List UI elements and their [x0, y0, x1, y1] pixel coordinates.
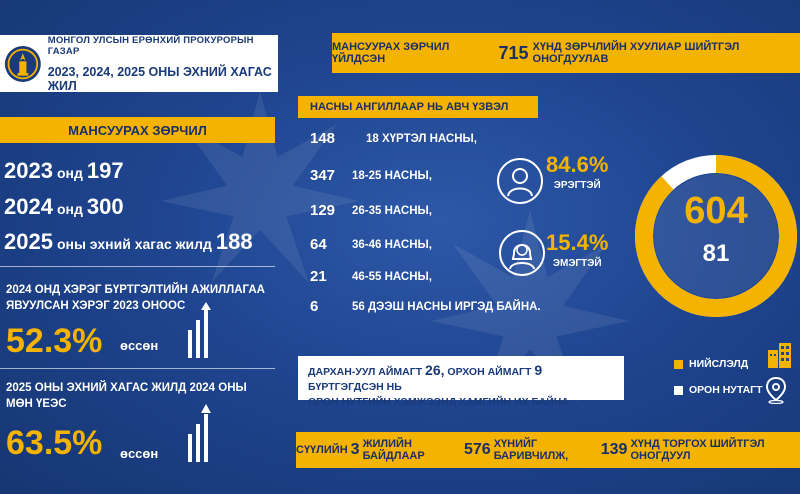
stat2-percent: 63.5%: [6, 424, 103, 462]
bottom-text: ЖИЛИЙН БАЙДЛААР: [362, 438, 425, 462]
capital-count: 604: [684, 190, 748, 232]
building-icon: [768, 343, 791, 368]
growth-bars-icon: [188, 404, 211, 462]
age-row: 129 26-35 НАСНЫ,: [310, 202, 432, 219]
year-label: 2024: [4, 194, 53, 219]
female-avatar-icon: [509, 244, 535, 270]
age-label: 36-46 НАСНЫ,: [352, 238, 432, 251]
age-count: 347: [310, 167, 336, 184]
female-stat: 15.4% ЭМЭГТЭЙ: [546, 230, 608, 269]
age-row: 64 36-46 НАСНЫ,: [310, 236, 432, 253]
info-text: ОРХОН АЙМАГТ: [447, 366, 532, 378]
age-row: 148 18 ХҮРТЭЛ НАСНЫ,: [310, 130, 477, 147]
bottom-text: СҮҮЛИЙН: [296, 444, 348, 456]
info-number: 26,: [425, 362, 445, 378]
stat1-percent: 52.3%: [6, 322, 103, 360]
age-count: 129: [310, 202, 336, 219]
stat1-line2: ЯВУУЛСАН ХЭРЭГ 2023 ОНООС: [6, 300, 186, 312]
violation-title: МАНСУУРАХ ЗӨРЧИЛ: [0, 117, 275, 143]
year-row-2025: 2025 оны эхний хагас жилд 188: [4, 229, 253, 255]
top-banner-text-2: ХҮНД ЗӨРЧЛИЙН ХУУЛИАР ШИЙТГЭЛ ОНОГДУУЛАВ: [532, 41, 740, 65]
age-count: 21: [310, 268, 327, 285]
legend-label: ОРОН НУТАГТ: [689, 384, 763, 396]
background-leaf-icon: [431, 211, 629, 403]
male-percent: 84.6%: [546, 152, 609, 177]
female-avatar: [499, 230, 545, 276]
male-avatar: [497, 158, 543, 204]
info-text: ДАРХАН-УУЛ АЙМАГТ: [308, 366, 423, 378]
top-banner-number: 715: [498, 42, 529, 63]
female-label: ЭМЭГТЭЙ: [552, 258, 602, 269]
year-label: 2025: [4, 229, 53, 254]
period-title: 2023, 2024, 2025 ОНЫ ЭХНИЙ ХАГАС ЖИЛ: [47, 64, 272, 93]
bottom-text: ХҮНД ТОРГОХ ШИЙТГЭЛ ОНОГДУУЛ: [630, 438, 765, 462]
legend-label: НИЙСЛЭЛД: [689, 358, 749, 370]
header: МОНГОЛ УЛСЫН ЕРӨНХИЙ ПРОКУРОРЫН ГАЗАР 20…: [0, 34, 278, 93]
age-row: 6 56 ДЭЭШ НАСНЫ ИРГЭД БАЙНА.: [310, 298, 541, 315]
year-label: 2023: [4, 158, 53, 183]
emblem-icon: [4, 45, 41, 82]
top-banner: МАНСУУРАХ ЗӨРЧИЛ ҮЙЛДСЭН 715 ХҮНД ЗӨРЧЛИ…: [332, 33, 800, 73]
bottom-number: 139: [600, 441, 628, 458]
year-value: 197: [86, 158, 124, 183]
year-mid: оны эхний хагас жилд: [56, 236, 212, 252]
male-avatar-icon: [507, 168, 533, 197]
female-percent: 15.4%: [546, 230, 609, 255]
stat2-line2: МӨН ҮЕЭС: [6, 398, 67, 410]
donut-capital-segment: [635, 155, 797, 317]
legend-rural: ОРОН НУТАГТ: [674, 384, 763, 396]
age-row: 347 18-25 НАСНЫ,: [310, 167, 432, 184]
bottom-text: ХҮНИЙГ БАРИВЧИЛЖ,: [493, 438, 569, 462]
growth-bars-icon: [188, 302, 211, 358]
age-label: 56 ДЭЭШ НАСНЫ ИРГЭД БАЙНА.: [352, 300, 541, 313]
info-number: 9: [534, 362, 543, 378]
age-section-title: НАСНЫ АНГИЛЛААР НЬ АВЧ ҮЗВЭЛ: [298, 96, 538, 118]
year-value: 300: [86, 194, 124, 219]
legend-swatch-rural: [674, 385, 683, 395]
location-donut-chart: [635, 155, 797, 317]
year-value: 188: [215, 229, 253, 254]
top-banner-text: МАНСУУРАХ ЗӨРЧИЛ ҮЙЛДСЭН: [332, 41, 450, 65]
year-row-2024: 2024 онд 300: [4, 194, 124, 220]
male-label: ЭРЭГТЭЙ: [553, 180, 601, 191]
male-stat: 84.6% ЭРЭГТЭЙ: [546, 152, 608, 191]
age-row: 21 46-55 НАСНЫ,: [310, 268, 432, 285]
year-mid: онд: [56, 165, 83, 181]
location-pin-icon: [765, 376, 787, 404]
age-label: 18 ХҮРТЭЛ НАСНЫ,: [366, 132, 477, 145]
bottom-number: 576: [463, 441, 491, 458]
stat1-line1: 2024 ОНД ХЭРЭГ БҮРТГЭЛТИЙН АЖИЛЛАГАА: [6, 284, 265, 296]
age-count: 148: [310, 130, 336, 147]
legend-swatch-capital: [674, 359, 683, 369]
age-label: 18-25 НАСНЫ,: [352, 169, 432, 182]
year-row-2023: 2023 онд 197: [4, 158, 124, 184]
age-count: 64: [310, 236, 327, 253]
info-text: БҮРТГЭГДСЭН НЬ: [308, 381, 402, 393]
stat1-description: 2024 ОНД ХЭРЭГ БҮРТГЭЛТИЙН АЖИЛЛАГАА ЯВУ…: [6, 282, 281, 314]
legend-capital: НИЙСЛЭЛД: [674, 358, 748, 370]
stat2-line1: 2025 ОНЫ ЭХНИЙ ХАГАС ЖИЛД 2024 ОНЫ: [6, 382, 247, 394]
bottom-banner: СҮҮЛИЙН 3 ЖИЛИЙН БАЙДЛААР 576 ХҮНИЙГ БАР…: [296, 432, 800, 468]
bottom-number: 3: [350, 441, 360, 458]
region-info-box: ДАРХАН-УУЛ АЙМАГТ 26, ОРХОН АЙМАГТ 9 БҮР…: [298, 356, 624, 408]
rural-count: 81: [702, 240, 730, 267]
background-leaf-icon: [161, 91, 359, 283]
stat2-word: өссөн: [120, 446, 159, 461]
age-count: 6: [310, 298, 319, 315]
org-name: МОНГОЛ УЛСЫН ЕРӨНХИЙ ПРОКУРОРЫН ГАЗАР: [47, 34, 254, 57]
age-label: 26-35 НАСНЫ,: [352, 204, 432, 217]
age-label: 46-55 НАСНЫ,: [352, 270, 432, 283]
stat2-description: 2025 ОНЫ ЭХНИЙ ХАГАС ЖИЛД 2024 ОНЫ МӨН Ү…: [6, 380, 281, 412]
stat1-word: өссөн: [120, 338, 159, 353]
info-line2: ОРОН НУТГИЙН ХЭМЖЭЭНД ХАМГИЙН ИХ БАЙНА.: [308, 396, 572, 408]
year-mid: онд: [56, 201, 83, 217]
divider: [0, 368, 275, 369]
divider: [0, 266, 275, 267]
info-line1: ДАРХАН-УУЛ АЙМАГТ 26, ОРХОН АЙМАГТ 9 БҮР…: [308, 363, 614, 395]
